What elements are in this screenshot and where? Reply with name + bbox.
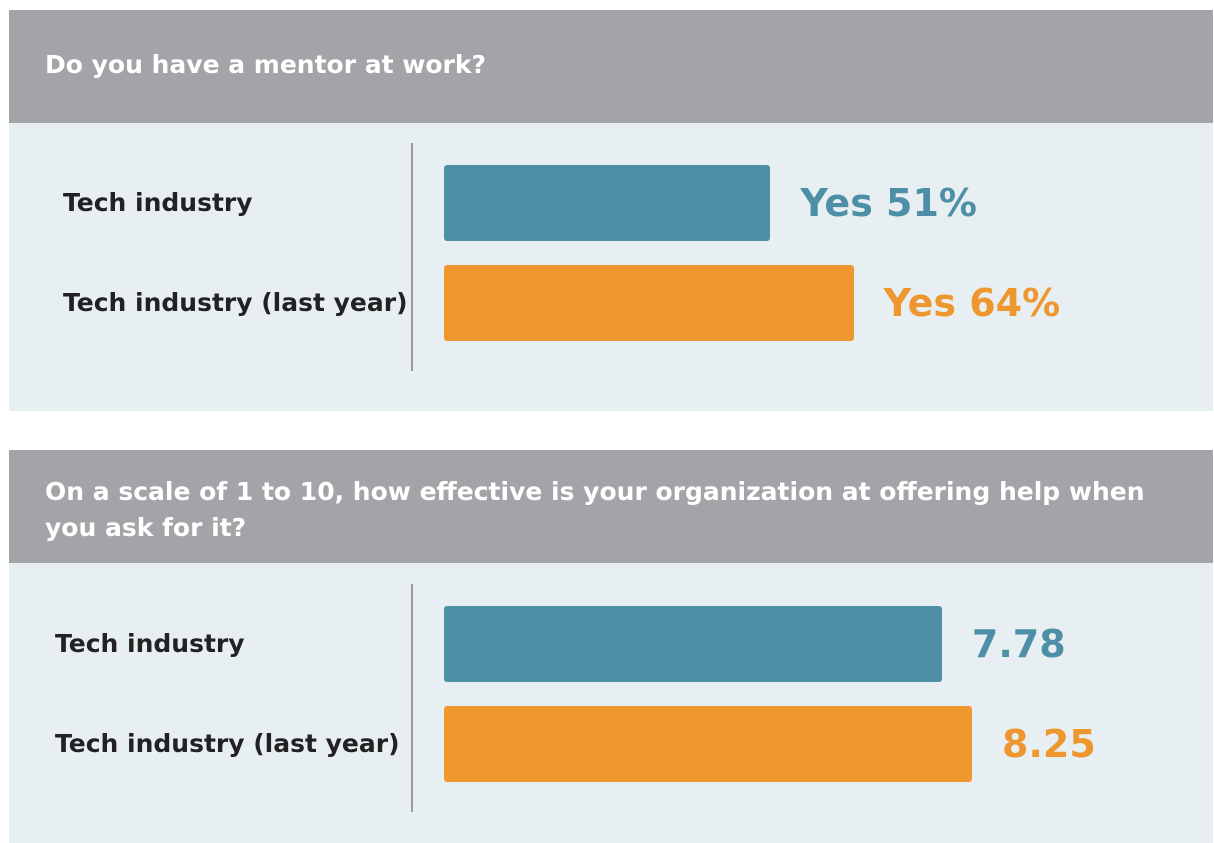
chart-header: On a scale of 1 to 10, how effective is … (9, 450, 1213, 563)
chart-panel: Do you have a mentor at work? Tech indust… (9, 10, 1213, 411)
bar (444, 706, 972, 782)
chart-title: On a scale of 1 to 10, how effective is … (45, 477, 1145, 542)
chart-body: Tech industry Yes 51% Tech industry (last … (9, 123, 1213, 411)
value-label: Yes 64% (883, 281, 1061, 325)
value-label: 7.78 (971, 622, 1066, 666)
axis-line (411, 143, 413, 371)
bar (444, 606, 942, 682)
category-label: Tech industry (last year) (63, 288, 408, 317)
value-label: Yes 51% (800, 181, 977, 225)
category-label: Tech industry (63, 188, 253, 217)
axis-line (411, 584, 413, 812)
chart-title: Do you have a mentor at work? (45, 50, 487, 79)
chart-body: Tech industry 7.78 Tech industry (last yea… (9, 563, 1213, 843)
bar (444, 165, 771, 241)
value-label: 8.25 (1002, 722, 1096, 766)
chart-panel: On a scale of 1 to 10, how effective is … (9, 450, 1213, 843)
chart-header: Do you have a mentor at work? (9, 10, 1213, 123)
category-label: Tech industry (last year) (55, 729, 400, 758)
category-label: Tech industry (55, 629, 245, 658)
bar (444, 265, 854, 341)
